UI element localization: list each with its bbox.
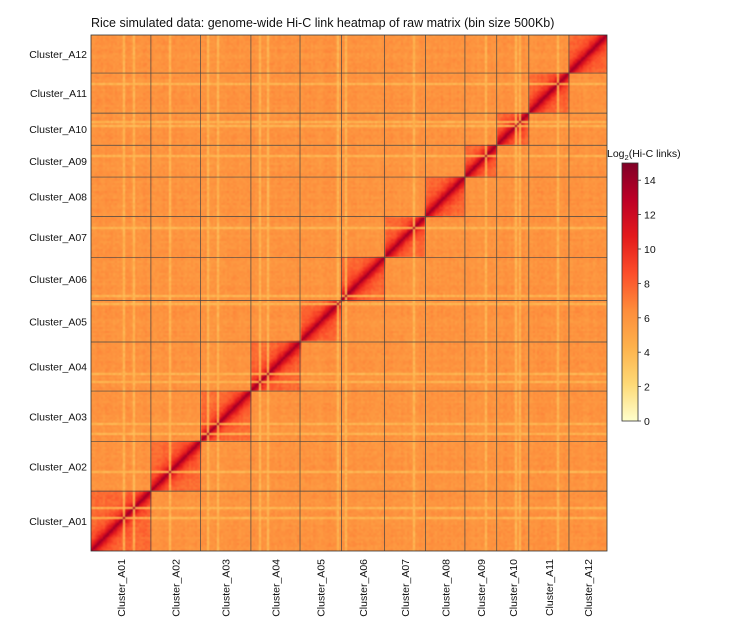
colorbar-tick-label: 10 bbox=[644, 244, 656, 256]
y-tick-label: Cluster_A07 bbox=[29, 232, 87, 244]
heatmap-frame bbox=[90, 34, 608, 552]
y-tick-label: Cluster_A01 bbox=[29, 516, 87, 528]
y-tick-label: Cluster_A03 bbox=[29, 411, 87, 423]
y-axis-tick-labels: Cluster_A01 Cluster_A02 Cluster_A03 Cluster… bbox=[29, 49, 87, 528]
x-tick-label: Cluster_A12 bbox=[583, 559, 595, 617]
x-tick-label: Cluster_A05 bbox=[316, 559, 328, 617]
x-axis-tick-labels: Cluster_A01 Cluster_A02 Cluster_A03 Cluster… bbox=[116, 559, 595, 617]
y-tick-label: Cluster_A06 bbox=[29, 274, 87, 286]
colorbar: Log2(Hi-C links) 0 2 4 6 8 10 12 14 bbox=[607, 148, 681, 428]
y-tick-label: Cluster_A12 bbox=[29, 49, 87, 61]
colorbar-gradient bbox=[621, 162, 639, 422]
colorbar-label: Log2(Hi-C links) bbox=[607, 148, 681, 162]
colorbar-tick-label: 4 bbox=[644, 347, 650, 359]
colorbar-tick-label: 8 bbox=[644, 278, 650, 290]
colorbar-tick-label: 6 bbox=[644, 313, 650, 325]
x-tick-label: Cluster_A04 bbox=[270, 559, 282, 617]
chart-title: Rice simulated data: genome-wide Hi-C li… bbox=[91, 16, 554, 30]
x-tick-label: Cluster_A02 bbox=[171, 559, 183, 617]
colorbar-tick-label: 0 bbox=[644, 416, 650, 428]
x-tick-label: Cluster_A03 bbox=[221, 559, 233, 617]
y-tick-label: Cluster_A10 bbox=[29, 124, 87, 136]
y-tick-label: Cluster_A02 bbox=[29, 461, 87, 473]
x-tick-label: Cluster_A09 bbox=[476, 559, 488, 617]
cluster-boundaries bbox=[91, 35, 607, 551]
y-tick-label: Cluster_A05 bbox=[29, 316, 87, 328]
x-tick-label: Cluster_A10 bbox=[508, 559, 520, 617]
heatmap-area bbox=[91, 35, 607, 551]
y-tick-label: Cluster_A04 bbox=[29, 362, 87, 374]
x-tick-label: Cluster_A06 bbox=[358, 559, 370, 617]
y-tick-label: Cluster_A09 bbox=[29, 156, 87, 168]
heatmap-image bbox=[91, 35, 607, 551]
x-tick-label: Cluster_A11 bbox=[544, 559, 556, 616]
x-tick-label: Cluster_A08 bbox=[440, 559, 452, 617]
colorbar-tick-label: 12 bbox=[644, 210, 656, 222]
x-tick-label: Cluster_A07 bbox=[400, 559, 412, 617]
colorbar-ticks: 0 2 4 6 8 10 12 14 bbox=[638, 175, 656, 428]
y-tick-label: Cluster_A11 bbox=[30, 88, 87, 100]
colorbar-tick-label: 2 bbox=[644, 382, 650, 394]
x-tick-label: Cluster_A01 bbox=[116, 559, 128, 617]
colorbar-tick-label: 14 bbox=[644, 175, 656, 187]
y-tick-label: Cluster_A08 bbox=[29, 192, 87, 204]
